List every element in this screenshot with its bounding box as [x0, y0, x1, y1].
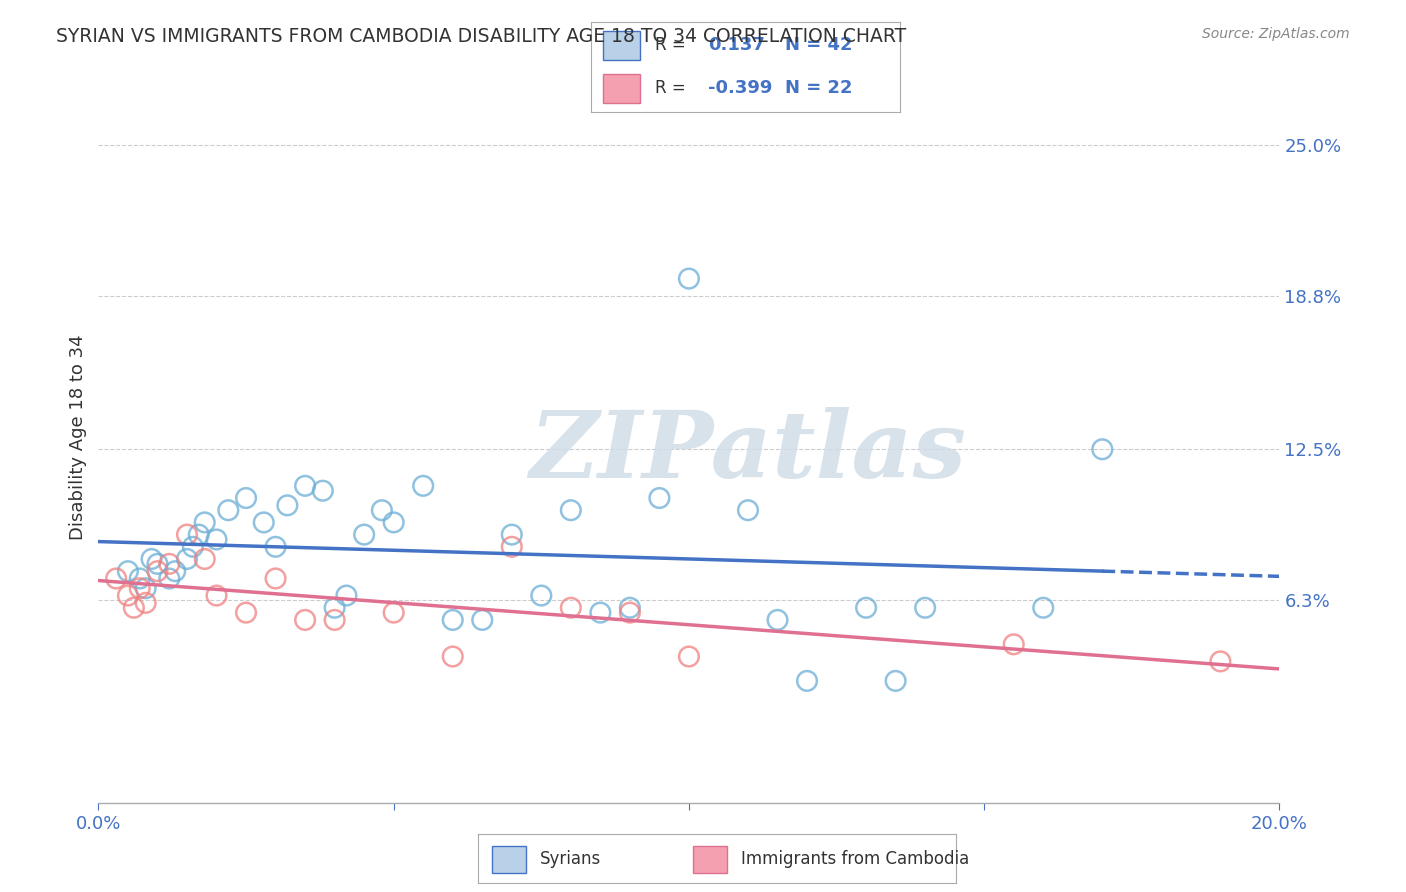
- Text: SYRIAN VS IMMIGRANTS FROM CAMBODIA DISABILITY AGE 18 TO 34 CORRELATION CHART: SYRIAN VS IMMIGRANTS FROM CAMBODIA DISAB…: [56, 27, 907, 45]
- Point: [619, 606, 641, 620]
- Point: [141, 552, 163, 566]
- Point: [530, 589, 553, 603]
- FancyBboxPatch shape: [603, 31, 640, 60]
- Point: [382, 606, 405, 620]
- FancyBboxPatch shape: [603, 74, 640, 103]
- Point: [181, 540, 204, 554]
- Point: [560, 600, 582, 615]
- Point: [766, 613, 789, 627]
- Point: [135, 581, 157, 595]
- Point: [205, 533, 228, 547]
- Point: [165, 564, 187, 578]
- Point: [205, 589, 228, 603]
- Point: [105, 572, 128, 586]
- Point: [589, 606, 612, 620]
- Point: [737, 503, 759, 517]
- Point: [146, 564, 169, 578]
- Point: [441, 649, 464, 664]
- Point: [176, 552, 198, 566]
- Point: [1002, 637, 1025, 651]
- Point: [1032, 600, 1054, 615]
- Point: [128, 581, 150, 595]
- Point: [194, 516, 217, 530]
- Point: [619, 600, 641, 615]
- Point: [323, 613, 346, 627]
- Point: [294, 479, 316, 493]
- Text: R =: R =: [655, 37, 686, 54]
- Point: [855, 600, 877, 615]
- Point: [135, 596, 157, 610]
- Text: -0.399: -0.399: [709, 79, 772, 97]
- Point: [264, 572, 287, 586]
- Y-axis label: Disability Age 18 to 34: Disability Age 18 to 34: [69, 334, 87, 540]
- Point: [294, 613, 316, 627]
- Point: [1209, 654, 1232, 668]
- Point: [146, 557, 169, 571]
- Point: [194, 552, 217, 566]
- Point: [128, 572, 150, 586]
- Text: Source: ZipAtlas.com: Source: ZipAtlas.com: [1202, 27, 1350, 41]
- Point: [157, 572, 180, 586]
- Text: N = 22: N = 22: [786, 79, 853, 97]
- Point: [264, 540, 287, 554]
- Text: N = 42: N = 42: [786, 37, 853, 54]
- Point: [122, 600, 145, 615]
- Point: [648, 491, 671, 505]
- Point: [501, 527, 523, 541]
- Point: [323, 600, 346, 615]
- Point: [117, 589, 139, 603]
- Point: [176, 527, 198, 541]
- FancyBboxPatch shape: [693, 847, 727, 873]
- Text: R =: R =: [655, 79, 686, 97]
- Point: [117, 564, 139, 578]
- Point: [914, 600, 936, 615]
- Point: [560, 503, 582, 517]
- Point: [1091, 442, 1114, 457]
- Point: [501, 540, 523, 554]
- Point: [335, 589, 357, 603]
- Point: [235, 606, 257, 620]
- Point: [253, 516, 276, 530]
- Point: [412, 479, 434, 493]
- Point: [678, 649, 700, 664]
- Point: [441, 613, 464, 627]
- Text: ZIPatlas: ZIPatlas: [530, 407, 966, 497]
- Point: [382, 516, 405, 530]
- Point: [157, 557, 180, 571]
- Point: [187, 527, 209, 541]
- Point: [678, 271, 700, 285]
- Point: [796, 673, 818, 688]
- Point: [471, 613, 494, 627]
- Point: [884, 673, 907, 688]
- Point: [312, 483, 335, 498]
- Point: [371, 503, 394, 517]
- Text: Syrians: Syrians: [540, 849, 602, 868]
- FancyBboxPatch shape: [492, 847, 526, 873]
- Point: [276, 499, 298, 513]
- Point: [217, 503, 239, 517]
- Text: 0.137: 0.137: [709, 37, 765, 54]
- Point: [353, 527, 375, 541]
- Text: Immigrants from Cambodia: Immigrants from Cambodia: [741, 849, 969, 868]
- Point: [235, 491, 257, 505]
